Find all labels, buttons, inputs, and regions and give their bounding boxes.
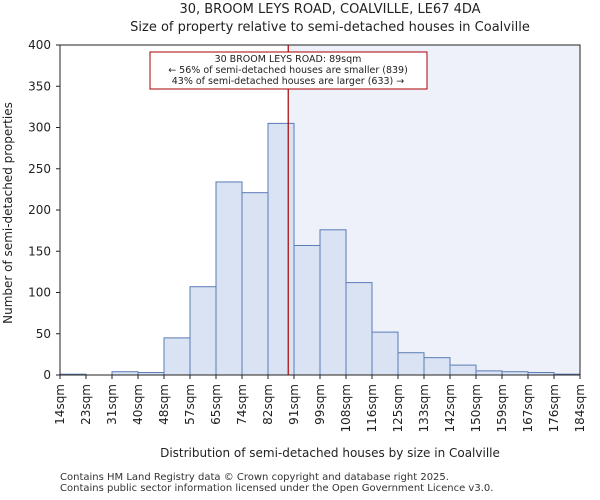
y-tick-label: 350 [28, 79, 51, 93]
x-tick-label: 125sqm [391, 384, 405, 432]
histogram-bar [319, 229, 347, 376]
annotation-box [149, 51, 428, 90]
y-tick-label: 300 [28, 121, 51, 135]
x-tick-label: 74sqm [235, 384, 249, 425]
y-tick-label: 0 [43, 368, 51, 382]
footer-licence: Contains public sector information licen… [60, 483, 494, 494]
x-tick-label: 14sqm [53, 384, 67, 425]
y-axis-label: Number of semi-detached properties [1, 102, 15, 324]
x-tick-label: 116sqm [365, 384, 379, 432]
plot-area: 0 50 100 150 200 250 300 350 400 14sqm 23sqm 31sqm 4… [28, 38, 587, 432]
histogram-bar [449, 364, 477, 376]
x-tick-label: 167sqm [521, 384, 535, 432]
chart-title-line2: Size of property relative to semi-detach… [130, 20, 530, 35]
y-tick-label: 100 [28, 286, 51, 300]
x-tick-label: 99sqm [313, 384, 327, 425]
histogram-bar [189, 286, 217, 376]
annotation-line-1: 30 BROOM LEYS ROAD: 89sqm [215, 54, 362, 65]
annotation-line-3: 43% of semi-detached houses are larger (… [172, 76, 405, 87]
x-tick-label: 48sqm [157, 384, 171, 425]
histogram-chart: 30, BROOM LEYS ROAD, COALVILLE, LE67 4DA… [1, 2, 587, 460]
y-tick-label: 200 [28, 203, 51, 217]
x-tick-label: 108sqm [339, 384, 353, 432]
histogram-bar [475, 370, 503, 376]
histogram-bar [371, 331, 399, 376]
histogram-bar [397, 352, 425, 376]
x-tick-label: 159sqm [495, 384, 509, 432]
x-axis-label: Distribution of semi-detached houses by … [160, 446, 500, 460]
histogram-bar [163, 337, 191, 376]
x-tick-label: 65sqm [209, 384, 223, 425]
histogram-bar [293, 244, 321, 376]
x-tick-label: 176sqm [547, 384, 561, 432]
y-tick-label: 50 [36, 327, 51, 341]
x-tick-label: 40sqm [131, 384, 145, 425]
y-tick-label: 250 [28, 162, 51, 176]
x-tick-label: 142sqm [443, 384, 457, 432]
chart-title-line1: 30, BROOM LEYS ROAD, COALVILLE, LE67 4DA [179, 2, 480, 17]
histogram-bar [423, 357, 451, 376]
histogram-bar [241, 192, 269, 376]
x-tick-label: 57sqm [183, 384, 197, 425]
histogram-bar [215, 181, 243, 376]
histogram-bar [267, 122, 295, 376]
x-tick-label: 82sqm [261, 384, 275, 425]
annotation-line-2: ← 56% of semi-detached houses are smalle… [168, 65, 408, 76]
y-tick-label: 400 [28, 38, 51, 52]
x-tick-label: 133sqm [417, 384, 431, 432]
x-tick-label: 91sqm [287, 384, 301, 425]
histogram-bar [345, 282, 373, 376]
x-tick-label: 150sqm [469, 384, 483, 432]
footer-copyright: Contains HM Land Registry data © Crown c… [60, 472, 449, 483]
x-tick-label: 184sqm [573, 384, 587, 432]
x-tick-label: 23sqm [79, 384, 93, 425]
x-tick-label: 31sqm [105, 384, 119, 425]
y-tick-label: 150 [28, 244, 51, 258]
